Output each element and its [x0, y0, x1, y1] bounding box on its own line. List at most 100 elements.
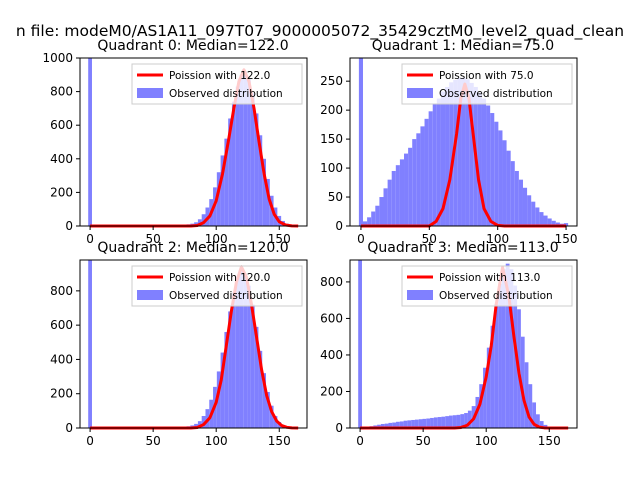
- histogram-bar-48: [555, 222, 560, 226]
- quadrant-1-title: Quadrant 1: Median=75.0: [372, 38, 554, 54]
- x-tick-label-2: 100: [205, 434, 228, 448]
- histogram-bar-43: [520, 336, 525, 428]
- histogram-bar-29: [467, 410, 472, 428]
- x-tick-label-1: 50: [146, 434, 161, 448]
- histogram-bar-38: [501, 269, 506, 428]
- histogram-bar-5: [197, 219, 202, 226]
- histogram-bar-11: [399, 421, 404, 428]
- quadrant-3-legend: Poission with 113.0 Observed distributio…: [401, 265, 573, 307]
- y-tick-label-1: 200: [50, 185, 73, 199]
- histogram-bar-9: [392, 422, 397, 428]
- histogram-bar-47: [536, 414, 540, 428]
- histogram-bar-7: [384, 423, 389, 428]
- histogram-bar-19: [436, 98, 441, 226]
- histogram-bar-39: [518, 179, 523, 226]
- x-tick-label-3: 150: [268, 232, 291, 246]
- histogram-bar-23: [453, 80, 458, 226]
- histogram-bar-24: [457, 78, 462, 226]
- histogram-bar-6: [383, 188, 388, 226]
- y-tick-label-5: 1000: [42, 51, 73, 65]
- legend-line-label: Poission with 75.0: [439, 70, 534, 82]
- histogram-bar-21: [437, 417, 442, 428]
- histogram-bar-16: [239, 270, 244, 428]
- histogram-bar-26: [456, 414, 461, 428]
- histogram-bar-22: [441, 416, 446, 428]
- histogram-bar-47: [551, 220, 556, 226]
- histogram-bar-18: [247, 78, 251, 226]
- histogram-bar-24: [269, 405, 274, 428]
- histogram-bar-40: [509, 269, 514, 428]
- histogram-bar-16: [418, 419, 423, 428]
- y-tick-label-2: 400: [50, 152, 73, 166]
- histogram-bar-6: [380, 423, 385, 428]
- y-tick-label-4: 800: [50, 85, 73, 99]
- legend-bar-swatch: [407, 88, 433, 98]
- histogram-bar-12: [403, 420, 408, 428]
- y-tick-label-4: 800: [320, 275, 343, 289]
- legend-bar-label: Observed distribution: [439, 290, 553, 302]
- figure-suptitle: n file: modeM0/AS1A11_097T07_9000005072_…: [16, 22, 624, 41]
- histogram-bar-10: [216, 172, 221, 226]
- histogram-bar-12: [224, 332, 229, 428]
- histogram-bar-32: [490, 113, 495, 226]
- legend-bar-swatch: [137, 88, 163, 98]
- histogram-bar-7: [387, 179, 392, 226]
- histogram-bar-39: [505, 263, 510, 428]
- histogram-bar-17: [422, 418, 427, 428]
- histogram-bar-15: [235, 86, 240, 226]
- y-tick-label-3: 600: [50, 118, 73, 132]
- histogram-bar-2: [367, 217, 372, 226]
- histogram-bar-44: [524, 362, 529, 428]
- histogram-bar-5: [197, 421, 202, 428]
- histogram-bar-14: [231, 101, 236, 226]
- legend-line-label: Poission with 113.0: [439, 272, 540, 284]
- histogram-bar-36: [506, 150, 511, 226]
- histogram-bar-34: [486, 347, 491, 428]
- histogram-bar-21: [445, 86, 450, 226]
- histogram-bar-19: [250, 93, 255, 226]
- histogram-bar-38: [514, 170, 519, 226]
- histogram-bar-13: [412, 139, 417, 226]
- legend-bar-label: Observed distribution: [169, 290, 283, 302]
- histogram-bar-32: [479, 384, 484, 428]
- histogram-bar-35: [490, 325, 495, 428]
- legend-bar-swatch: [137, 290, 163, 300]
- y-tick-label-1: 50: [328, 190, 343, 204]
- histogram-bar-16: [424, 118, 429, 226]
- legend-line-label: Poission with 120.0: [169, 272, 270, 284]
- histogram-bar-13: [228, 311, 232, 428]
- histogram-bar-10: [216, 371, 221, 428]
- legend-bar-label: Observed distribution: [439, 88, 553, 100]
- histogram-bar-17: [243, 71, 248, 226]
- histogram-bar-20: [254, 113, 259, 226]
- y-tick-label-0: 0: [65, 421, 73, 435]
- histogram-bar-21: [258, 350, 263, 428]
- histogram-bar-21: [258, 135, 263, 226]
- histogram-bar-22: [262, 158, 267, 226]
- histogram-bar-48: [539, 421, 544, 428]
- legend-bar-swatch: [407, 290, 433, 300]
- quadrant-1-plot: Quadrant 1: Median=75.0 0 50 100 150 0 50 100 1…: [320, 38, 577, 246]
- histogram-bar-27: [469, 82, 474, 226]
- x-tick-label-0: 0: [86, 232, 94, 246]
- x-tick-label-2: 100: [475, 434, 498, 448]
- histogram-bar-24: [449, 415, 453, 428]
- histogram-bar-14: [416, 133, 421, 226]
- histogram-bar-13: [407, 420, 412, 428]
- histogram-bar-22: [449, 82, 454, 226]
- histogram-bar-26: [465, 79, 470, 227]
- histogram-bar-35: [502, 140, 507, 226]
- histogram-bar-0: [358, 260, 362, 428]
- histogram-bar-4: [375, 205, 380, 226]
- histogram-bar-15: [420, 126, 425, 226]
- histogram-bar-6: [201, 416, 206, 428]
- histogram-bar-3: [371, 211, 376, 226]
- histogram-bar-25: [452, 415, 457, 428]
- x-tick-label-3: 150: [555, 232, 578, 246]
- histogram-bar-23: [266, 178, 270, 226]
- legend-bar-label: Observed distribution: [169, 88, 283, 100]
- histogram-bar-28: [464, 413, 468, 428]
- quadrant-0-title: Quadrant 0: Median=122.0: [97, 38, 288, 54]
- quadrant-0-plot: Quadrant 0: Median=122.0 0 50 100 150 0 200 40…: [42, 38, 308, 246]
